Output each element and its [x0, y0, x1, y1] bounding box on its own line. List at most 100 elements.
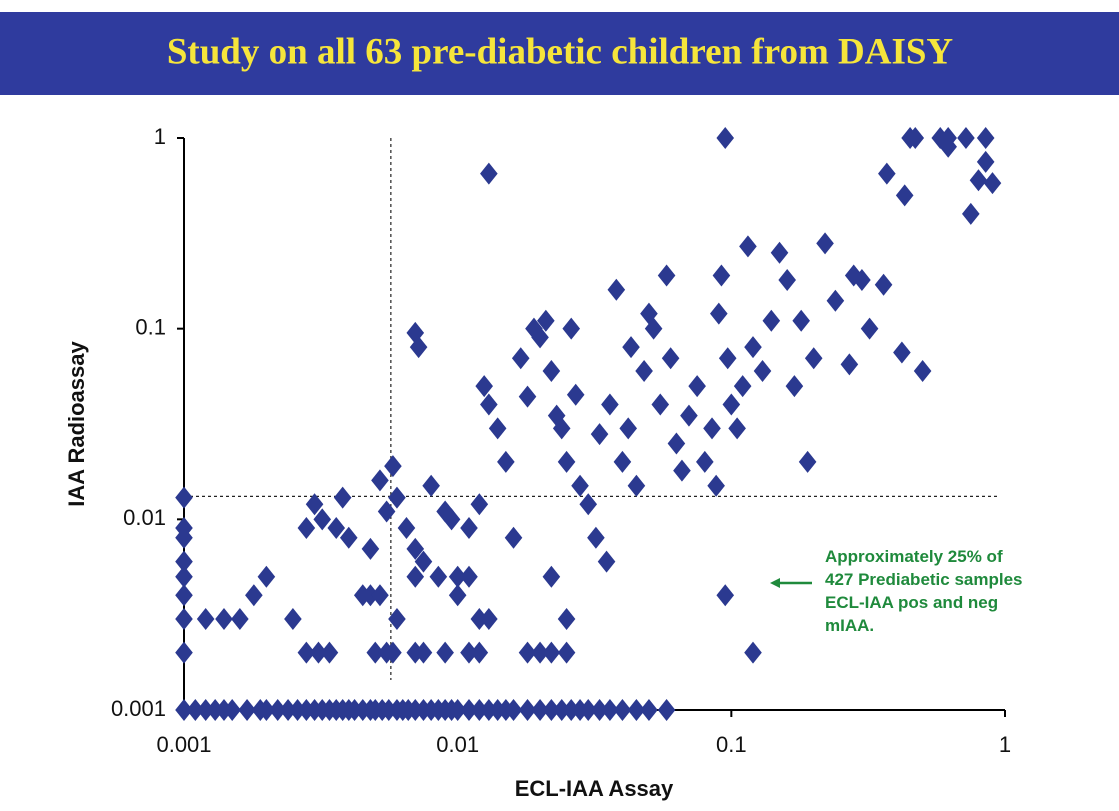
y-tick-label: 0.001 [111, 696, 166, 721]
data-point [377, 500, 396, 523]
data-point [297, 517, 316, 540]
data-point [309, 641, 328, 664]
data-point [268, 699, 287, 721]
annotation: mIAA. [825, 616, 874, 635]
data-point [893, 341, 911, 364]
data-point [579, 493, 598, 516]
data-point [297, 641, 316, 664]
data-point [531, 641, 549, 664]
annotation: ECL-IAA pos and neg [825, 593, 998, 612]
chart-title: Study on all 63 pre-diabetic children fr… [167, 31, 954, 72]
y-tick-label: 0.1 [135, 314, 166, 339]
x-tick-label: 0.01 [436, 732, 479, 757]
data-point [257, 699, 276, 721]
data-point [470, 641, 489, 664]
data-point [215, 608, 233, 631]
data-point [518, 641, 537, 664]
data-point [175, 565, 193, 588]
data-point [480, 162, 498, 185]
data-point [257, 565, 276, 588]
data-point [552, 417, 571, 440]
data-point [792, 309, 810, 332]
data-point [969, 169, 988, 192]
data-point [601, 393, 619, 416]
data-point [983, 172, 1002, 195]
data-point [913, 359, 932, 382]
data-point [497, 450, 515, 473]
data-point [460, 565, 478, 588]
x-tick-label: 1 [999, 732, 1011, 757]
data-point [175, 699, 193, 721]
data-point [590, 423, 609, 446]
x-tick-label: 0.1 [716, 732, 747, 757]
data-point [661, 347, 680, 370]
data-point [696, 450, 714, 473]
data-point [223, 699, 241, 721]
data-point [590, 699, 609, 721]
data-point [753, 359, 772, 382]
data-point [422, 474, 440, 497]
data-point [366, 641, 385, 664]
data-point [718, 347, 737, 370]
data-point [206, 699, 224, 721]
data-point [542, 641, 561, 664]
data-point [597, 550, 616, 573]
data-point [562, 317, 581, 340]
data-point [384, 455, 402, 478]
data-point [613, 699, 632, 721]
data-point [804, 347, 823, 370]
data-point [826, 289, 845, 312]
data-point [175, 486, 193, 509]
data-point [504, 699, 523, 721]
data-point [712, 264, 731, 287]
y-tick-label: 1 [154, 124, 166, 149]
data-point [175, 608, 193, 631]
data-point [320, 641, 339, 664]
annotation-arrowhead [770, 578, 780, 588]
data-point [816, 232, 834, 255]
data-point [707, 474, 725, 497]
data-point [635, 359, 653, 382]
data-point [739, 235, 757, 258]
data-point [667, 432, 686, 455]
data-point [962, 202, 980, 225]
data-point [371, 469, 389, 492]
data-point [480, 393, 498, 416]
data-point [587, 526, 605, 549]
data-point [939, 135, 957, 158]
data-point [840, 353, 859, 376]
data-point [744, 641, 762, 664]
data-point [673, 459, 691, 482]
data-point [798, 450, 817, 473]
data-point [388, 486, 406, 509]
data-point [716, 584, 735, 607]
data-point [640, 699, 658, 721]
data-point [627, 474, 646, 497]
data-point [470, 699, 489, 721]
data-point [619, 417, 638, 440]
data-point [722, 393, 741, 416]
data-point [279, 699, 297, 721]
data-point [518, 385, 537, 408]
data-point [284, 608, 302, 631]
data-point [488, 417, 507, 440]
data-point [651, 393, 670, 416]
data-point [542, 565, 561, 588]
data-point [627, 699, 646, 721]
data-point [703, 417, 721, 440]
data-point [762, 309, 781, 332]
data-point [895, 184, 914, 207]
data-point [442, 508, 461, 531]
data-point [906, 127, 925, 149]
data-point [414, 550, 433, 573]
data-point [480, 699, 498, 721]
data-point [874, 273, 893, 296]
data-point [688, 375, 706, 398]
data-point [680, 404, 698, 427]
annotation: 427 Prediabetic samples [825, 570, 1023, 589]
data-point [644, 317, 663, 340]
data-point [175, 526, 193, 549]
data-point [844, 264, 863, 287]
data-point [957, 127, 975, 149]
